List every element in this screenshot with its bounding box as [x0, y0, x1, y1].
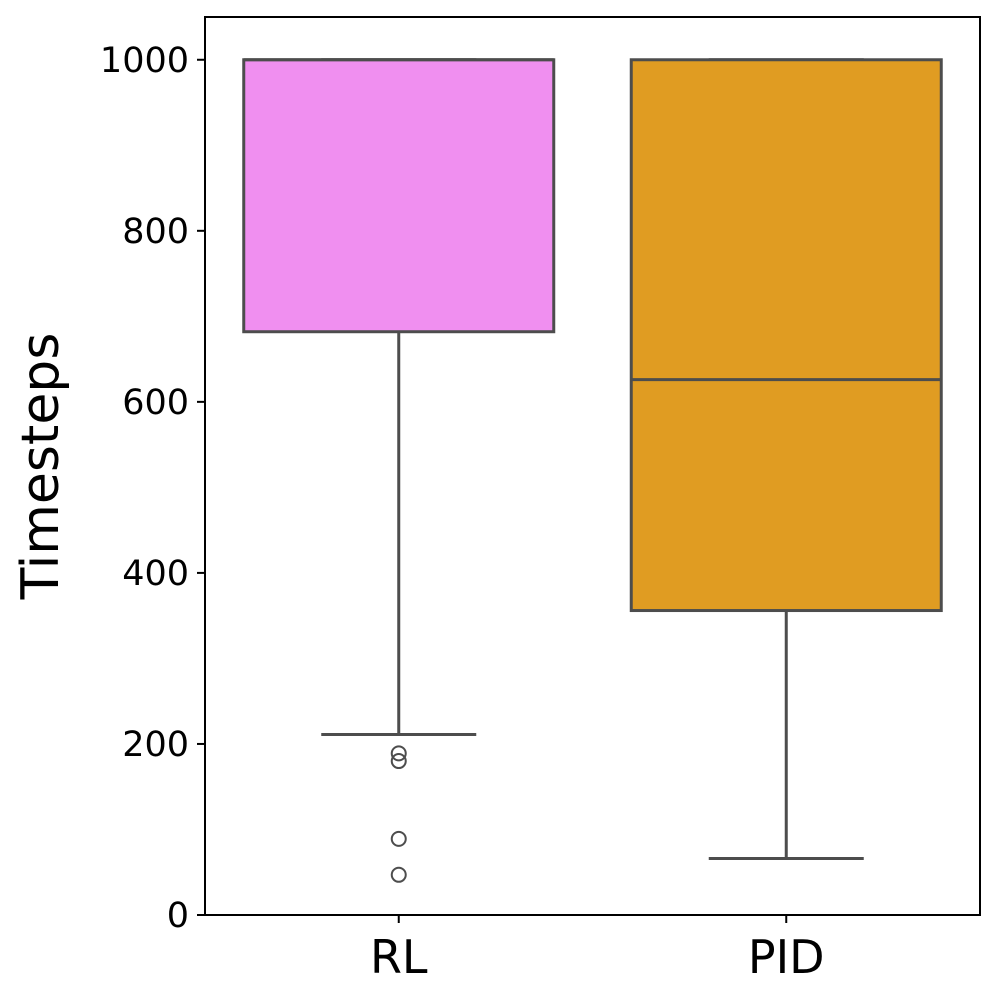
- outlier-point-rl-2: [390, 830, 407, 847]
- outlier-point-rl-3: [390, 866, 407, 883]
- y-axis: 0 200 400 600 800 1000: [100, 41, 205, 936]
- boxes-layer: [242, 58, 943, 883]
- box-pid: [629, 58, 943, 613]
- box-group-rl: [242, 58, 556, 883]
- y-tick-label-600: 600: [122, 383, 189, 423]
- y-tick-label-400: 400: [122, 554, 189, 594]
- x-tick-label-rl: RL: [370, 930, 428, 984]
- plot-frame: [204, 16, 981, 916]
- outlier-point-rl-1: [390, 753, 407, 770]
- y-tick-label-0: 0: [167, 896, 189, 936]
- x-axis: RL PID: [370, 915, 825, 984]
- x-tick-label-pid: PID: [748, 930, 825, 984]
- y-tick-label-1000: 1000: [100, 41, 189, 81]
- y-tick-label-200: 200: [122, 725, 189, 765]
- outlier-point-rl-0: [390, 745, 407, 762]
- y-axis-title: Timesteps: [11, 333, 71, 601]
- y-tick-label-800: 800: [122, 212, 189, 252]
- box-group-pid: [629, 58, 943, 861]
- box-rl: [242, 58, 556, 334]
